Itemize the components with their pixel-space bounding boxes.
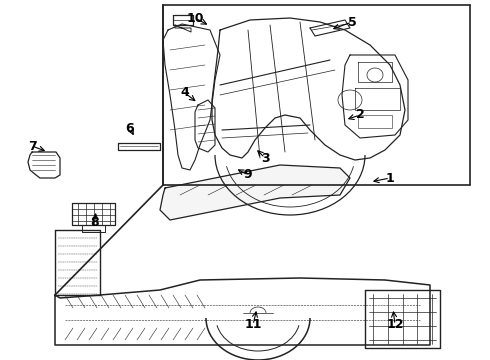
- Text: 6: 6: [126, 122, 134, 135]
- Text: 3: 3: [261, 152, 270, 165]
- Text: 7: 7: [27, 139, 36, 153]
- Text: 2: 2: [356, 108, 365, 122]
- Text: 11: 11: [244, 319, 262, 332]
- Polygon shape: [160, 165, 350, 220]
- Text: 9: 9: [244, 168, 252, 181]
- Text: 5: 5: [347, 15, 356, 28]
- Text: 1: 1: [386, 171, 394, 184]
- Text: 12: 12: [386, 319, 404, 332]
- Text: 10: 10: [186, 12, 204, 24]
- Text: 8: 8: [91, 216, 99, 229]
- Text: 4: 4: [181, 86, 189, 99]
